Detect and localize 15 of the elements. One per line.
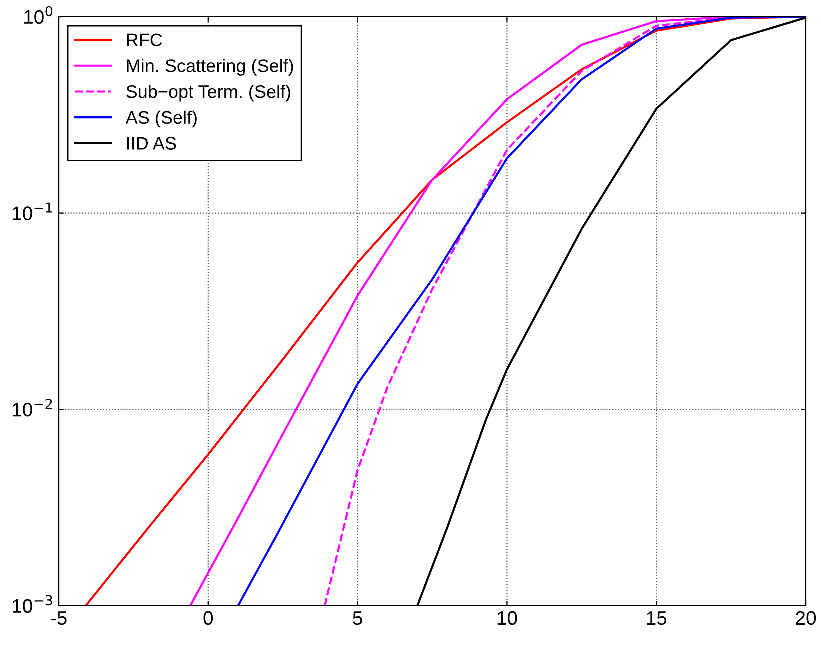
y-tick-label: 10$^{0}$ xyxy=(24,6,53,24)
x-tick-label: 0 xyxy=(204,611,214,626)
legend-label: Sub−opt Term. (Self) xyxy=(126,84,290,102)
y-tick-label: 10$^{−2}$ xyxy=(13,399,52,417)
legend-label: AS (Self) xyxy=(126,110,197,128)
x-tick-label: 20 xyxy=(796,611,816,626)
x-tick-label: 10 xyxy=(498,611,518,626)
x-tick-label: 5 xyxy=(353,612,362,626)
legend-label: IID AS xyxy=(127,137,176,150)
legend-label: Min. Scattering (Self) xyxy=(127,59,294,76)
x-tick-label: 15 xyxy=(647,612,667,626)
y-tick-label: 10$^{−1}$ xyxy=(13,202,52,220)
x-tick-label: -5 xyxy=(51,612,67,626)
legend-label: RFC xyxy=(127,34,162,47)
y-tick-label: 10$^{−3}$ xyxy=(13,595,52,614)
